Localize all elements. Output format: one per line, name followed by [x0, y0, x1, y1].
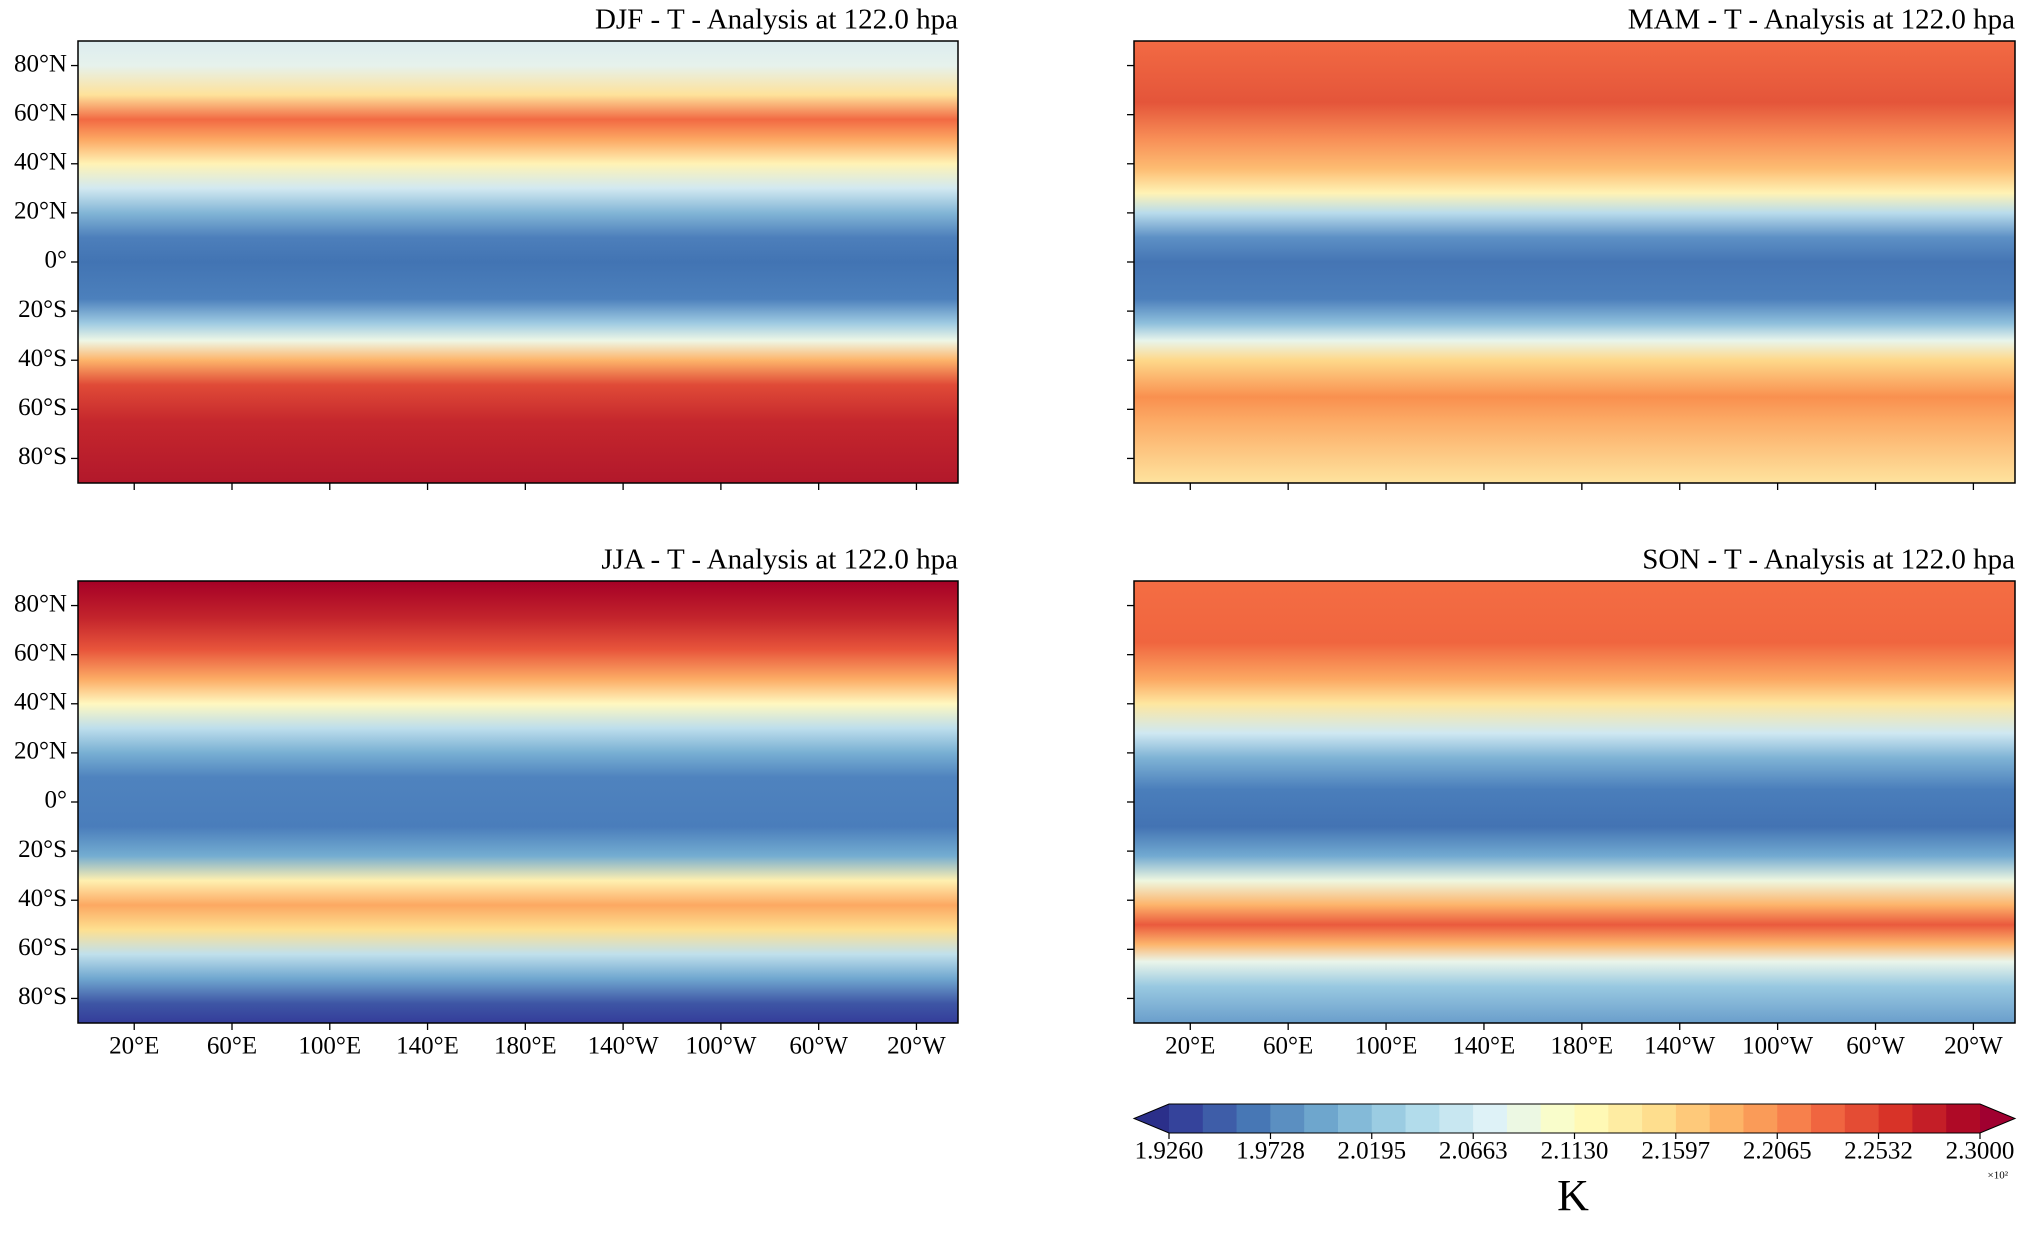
colorbar-bin: [1371, 1104, 1407, 1133]
lat-tick-label: 80°N: [14, 590, 67, 617]
lon-tick-label: 180°E: [1550, 1033, 1613, 1060]
colorbar-label: K: [1557, 1171, 1589, 1220]
lon-tick-label: 100°W: [1742, 1033, 1813, 1060]
colorbar-bin: [1506, 1104, 1542, 1133]
temperature-field: [78, 41, 958, 483]
lon-tick-label: 180°E: [494, 1033, 557, 1060]
lon-tick-label: 140°E: [396, 1033, 459, 1060]
colorbar-bin: [1270, 1104, 1305, 1133]
lon-tick-label: 100°E: [1355, 1033, 1418, 1060]
colorbar-bin: [1540, 1104, 1575, 1133]
colorbar-tick-label: 1.9260: [1135, 1138, 1204, 1165]
colorbar-tick-label: 2.1130: [1541, 1138, 1609, 1165]
colorbar-extend-high: [1980, 1104, 2015, 1133]
colorbar-bin: [1777, 1104, 1812, 1133]
lat-tick-label: 0°: [45, 787, 68, 814]
lon-tick-label: 140°E: [1453, 1033, 1516, 1060]
lon-tick-label: 60°W: [1846, 1033, 1905, 1060]
colorbar-tick-label: 2.2532: [1844, 1138, 1913, 1165]
lat-tick-label: 40°S: [18, 345, 67, 372]
lat-tick-label: 20°N: [14, 738, 67, 765]
map-title: DJF - T - Analysis at 122.0 hpa: [595, 4, 958, 36]
lat-tick-label: 40°N: [14, 689, 67, 716]
colorbar-bin: [1912, 1104, 1947, 1133]
colorbar-bin: [1337, 1104, 1373, 1133]
lon-tick-label: 60°E: [207, 1033, 257, 1060]
colorbar-bin: [1844, 1104, 1880, 1133]
colorbar-bin: [1642, 1104, 1677, 1133]
colorbar-tick-label: 1.9728: [1236, 1138, 1305, 1165]
lat-tick-label: 0°: [45, 247, 68, 274]
colorbar-tick-label: 2.2065: [1743, 1138, 1812, 1165]
colorbar-tick-label: 2.3000: [1946, 1138, 2015, 1165]
lon-tick-label: 20°E: [109, 1033, 159, 1060]
colorbar-bin: [1304, 1104, 1339, 1133]
colorbar-bin: [1675, 1104, 1711, 1133]
map-title: MAM - T - Analysis at 122.0 hpa: [1628, 4, 2015, 36]
lat-tick-label: 40°S: [18, 885, 67, 912]
lon-tick-label: 20°E: [1165, 1033, 1215, 1060]
colorbar-bin: [1439, 1104, 1474, 1133]
lat-tick-label: 80°S: [18, 443, 67, 470]
lon-tick-label: 100°E: [298, 1033, 361, 1060]
lat-tick-label: 60°N: [14, 99, 67, 126]
colorbar-tick-label: 2.1597: [1641, 1138, 1710, 1165]
lat-tick-label: 60°S: [18, 934, 67, 961]
temperature-field: [78, 581, 958, 1023]
lon-tick-label: 140°W: [1644, 1033, 1715, 1060]
lon-tick-label: 20°W: [887, 1033, 946, 1060]
colorbar-tick-label: 2.0663: [1439, 1138, 1508, 1165]
lat-tick-label: 20°S: [18, 296, 67, 323]
colorbar-bin: [1811, 1104, 1846, 1133]
lat-tick-label: 80°S: [18, 983, 67, 1010]
colorbar-bin: [1236, 1104, 1271, 1133]
lon-tick-label: 100°W: [685, 1033, 756, 1060]
map-title: SON - T - Analysis at 122.0 hpa: [1642, 544, 2015, 576]
lat-tick-label: 40°N: [14, 149, 67, 176]
lon-tick-label: 20°W: [1944, 1033, 2003, 1060]
colorbar-bin: [1574, 1104, 1609, 1133]
colorbar-tick-label: 2.0195: [1337, 1138, 1406, 1165]
temperature-field: [1134, 581, 2015, 1023]
lon-tick-label: 60°E: [1263, 1033, 1313, 1060]
colorbar-bin: [1202, 1104, 1238, 1133]
lon-tick-label: 140°W: [588, 1033, 659, 1060]
temperature-field: [1134, 41, 2015, 483]
colorbar-bin: [1473, 1104, 1508, 1133]
colorbar-bin: [1709, 1104, 1744, 1133]
lon-tick-label: 60°W: [789, 1033, 848, 1060]
colorbar-bin: [1743, 1104, 1778, 1133]
lat-tick-label: 60°S: [18, 394, 67, 421]
lat-tick-label: 20°N: [14, 198, 67, 225]
colorbar-bin: [1878, 1104, 1913, 1133]
colorbar-bin: [1169, 1104, 1204, 1133]
lat-tick-label: 20°S: [18, 836, 67, 863]
colorbar-bin: [1405, 1104, 1440, 1133]
colorbar-extend-low: [1134, 1104, 1169, 1133]
lat-tick-label: 60°N: [14, 639, 67, 666]
colorbar-bin: [1946, 1104, 1981, 1133]
lat-tick-label: 80°N: [14, 50, 67, 77]
map-title: JJA - T - Analysis at 122.0 hpa: [601, 544, 958, 576]
colorbar-multiplier: ×10²: [1987, 1170, 2008, 1182]
colorbar-bin: [1608, 1104, 1643, 1133]
